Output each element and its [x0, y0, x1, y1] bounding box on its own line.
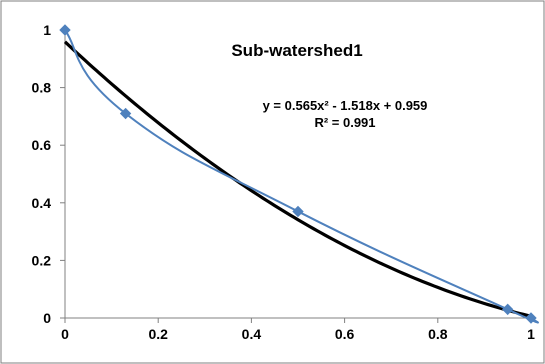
y-tick-label: 0 — [43, 310, 51, 326]
y-tick-label: 0.8 — [32, 80, 52, 96]
x-tick-label: 0.8 — [428, 326, 448, 342]
marker-layer — [59, 24, 537, 324]
x-tick-label: 0.4 — [242, 326, 262, 342]
y-tick-label: 1 — [43, 22, 51, 38]
data-point-marker — [525, 312, 537, 324]
data-point-marker — [292, 205, 304, 218]
data-point-marker — [59, 24, 71, 36]
y-tick-label: 0.4 — [32, 195, 52, 211]
chart-title: Sub-watershed1 — [231, 41, 362, 60]
y-tick-label: 0.6 — [32, 137, 52, 153]
trendline-equation: y = 0.565x² - 1.518x + 0.959 — [263, 98, 428, 113]
data-point-marker — [119, 107, 132, 120]
x-tick-label: 0 — [61, 326, 69, 342]
trendline-curve — [63, 40, 532, 318]
x-tick-label: 0.2 — [148, 326, 168, 342]
r-squared-label: R² = 0.991 — [314, 115, 375, 130]
data-point-marker — [501, 303, 514, 316]
y-tick-label: 0.2 — [32, 252, 52, 268]
x-tick-label: 0.6 — [335, 326, 355, 342]
axes: 0 0.2 0.4 0.6 0.8 1 0 0.2 0.4 0.6 0.8 1 — [32, 22, 536, 342]
x-tick-label: 1 — [527, 326, 535, 342]
trendline-layer — [63, 40, 532, 318]
